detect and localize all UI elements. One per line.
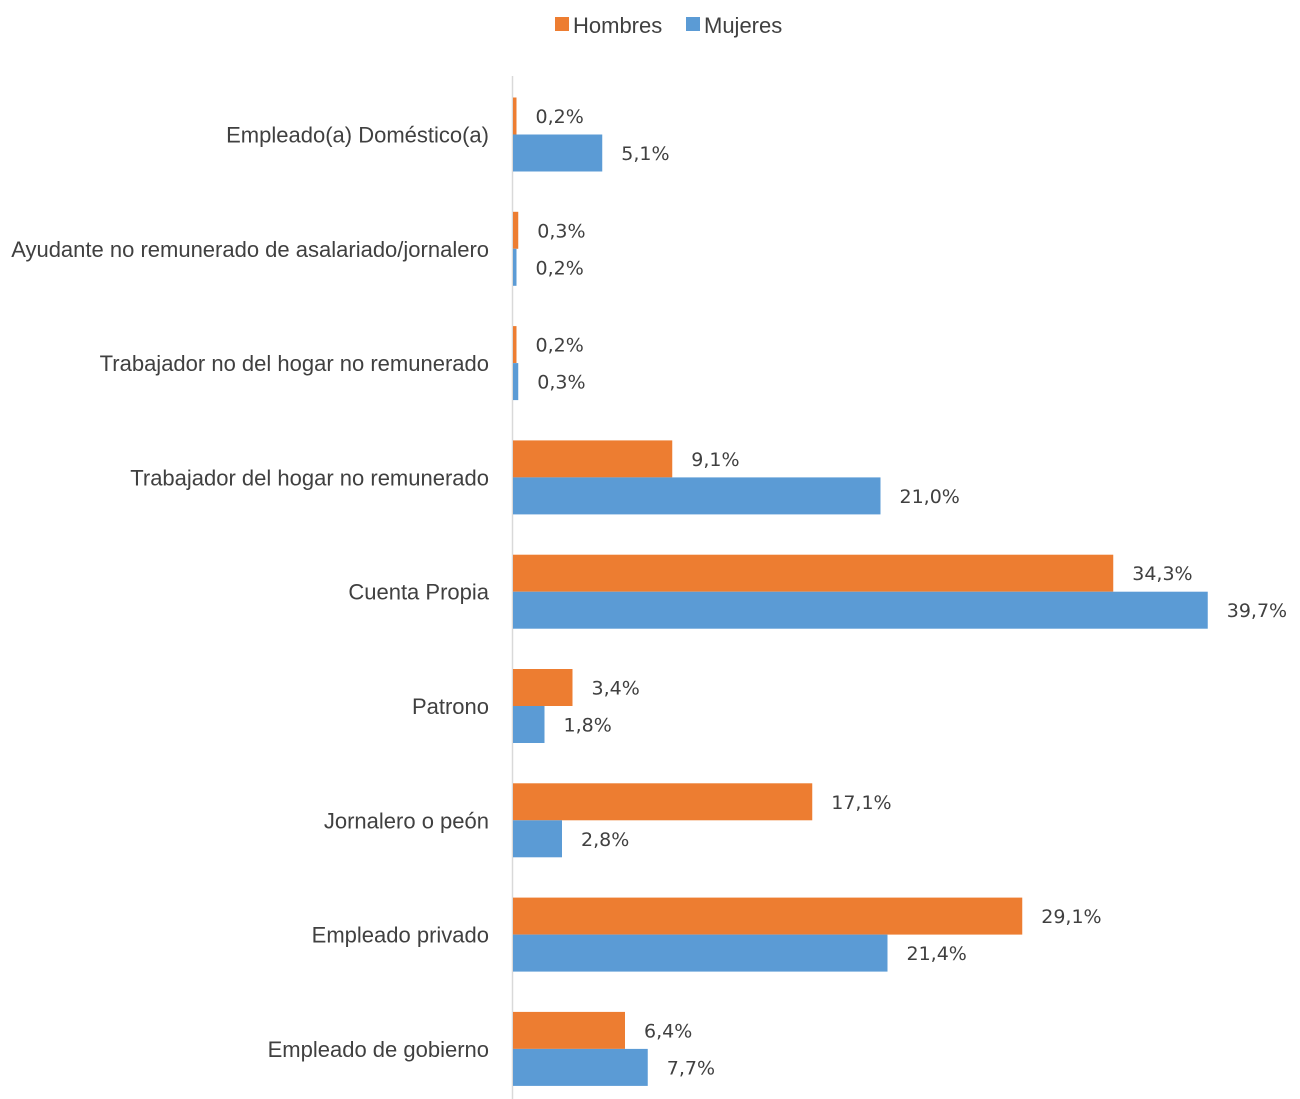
category-label-empleado-privado: Empleado privado: [312, 923, 489, 948]
category-label-jornalero-o-peon: Jornalero o peón: [324, 808, 489, 833]
bar-mujeres-trabajador-del-hogar-no-remunerado: [513, 477, 881, 515]
plot-area: Empleado(a) Doméstico(a) 0,2% 5,1% Ayudante…: [11, 97, 1287, 1086]
legend: Hombres Mujeres: [555, 13, 782, 38]
bar-hombres-jornalero-o-peon: [513, 783, 813, 821]
bar-mujeres-patrono: [513, 706, 545, 743]
data-label-mujeres-cuenta-propia: 39,7%: [1227, 600, 1287, 622]
bar-mujeres-trabajador-no-del-hogar-no-remunerado: [513, 363, 519, 401]
bar-mujeres-empleado-de-gobierno: [513, 1048, 648, 1086]
bar-hombres-ayudante-no-remunerado-de-asalariado-jornalero: [513, 211, 519, 249]
data-label-mujeres-empleado-privado: 21,4%: [907, 943, 967, 965]
category-label-patrono: Patrono: [412, 694, 489, 719]
bar-hombres-empleado-privado: [513, 897, 1023, 935]
data-label-mujeres-trabajador-del-hogar-no-remunerado: 21,0%: [900, 486, 960, 508]
bar-mujeres-empleado-privado: [513, 934, 888, 972]
data-label-hombres-ayudante-no-remunerado-de-asalariado-jornalero: 0,3%: [537, 220, 585, 242]
category-label-trabajador-del-hogar-no-remunerado: Trabajador del hogar no remunerado: [130, 465, 489, 490]
category-label-empleado-a-domestico-a: Empleado(a) Doméstico(a): [226, 123, 489, 148]
bar-mujeres-empleado-a-domestico-a: [513, 134, 603, 172]
bar-hombres-trabajador-del-hogar-no-remunerado: [513, 440, 673, 478]
bar-hombres-empleado-de-gobierno: [513, 1011, 625, 1049]
category-label-empleado-de-gobierno: Empleado de gobierno: [268, 1037, 489, 1062]
bar-mujeres-ayudante-no-remunerado-de-asalariado-jornalero: [513, 248, 517, 286]
legend-swatch-mujeres: [686, 17, 700, 31]
bar-hombres-trabajador-no-del-hogar-no-remunerado: [513, 326, 517, 364]
bar-hombres-cuenta-propia: [513, 554, 1114, 592]
category-label-cuenta-propia: Cuenta Propia: [348, 580, 489, 605]
data-label-mujeres-empleado-de-gobierno: 7,7%: [667, 1057, 715, 1079]
data-label-mujeres-patrono: 1,8%: [564, 715, 612, 737]
data-label-mujeres-jornalero-o-peon: 2,8%: [581, 829, 629, 851]
data-label-mujeres-empleado-a-domestico-a: 5,1%: [621, 143, 669, 165]
data-label-hombres-cuenta-propia: 34,3%: [1132, 563, 1192, 585]
bar-hombres-patrono: [513, 669, 573, 706]
bar-hombres-empleado-a-domestico-a: [513, 97, 517, 135]
legend-label-hombres: Hombres: [573, 13, 662, 38]
data-label-hombres-empleado-a-domestico-a: 0,2%: [536, 106, 584, 128]
category-label-trabajador-no-del-hogar-no-remunerado: Trabajador no del hogar no remunerado: [100, 351, 489, 376]
data-label-mujeres-ayudante-no-remunerado-de-asalariado-jornalero: 0,2%: [536, 257, 584, 279]
data-label-hombres-empleado-privado: 29,1%: [1041, 906, 1101, 928]
bar-mujeres-cuenta-propia: [513, 591, 1208, 629]
data-label-hombres-trabajador-del-hogar-no-remunerado: 9,1%: [691, 449, 739, 471]
data-label-mujeres-trabajador-no-del-hogar-no-remunerado: 0,3%: [537, 372, 585, 394]
bar-mujeres-jornalero-o-peon: [513, 820, 562, 858]
legend-swatch-hombres: [555, 17, 569, 31]
data-label-hombres-patrono: 3,4%: [592, 678, 640, 700]
data-label-hombres-empleado-de-gobierno: 6,4%: [644, 1020, 692, 1042]
category-label-ayudante-no-remunerado-de-asalariado-jornalero: Ayudante no remunerado de asalariado/jor…: [11, 237, 489, 262]
data-label-hombres-trabajador-no-del-hogar-no-remunerado: 0,2%: [536, 335, 584, 357]
legend-label-mujeres: Mujeres: [704, 13, 782, 38]
data-label-hombres-jornalero-o-peon: 17,1%: [831, 792, 891, 814]
